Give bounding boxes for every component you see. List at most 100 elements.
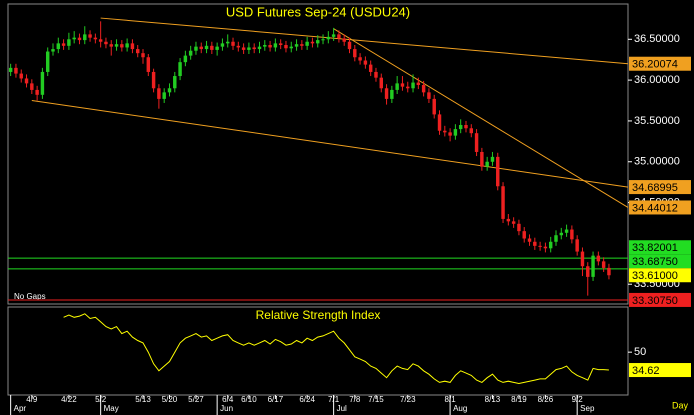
candle-body <box>194 46 198 51</box>
price-tag-box <box>629 240 691 255</box>
candle-body <box>368 64 373 72</box>
trendline <box>31 100 629 188</box>
x-tick-label: 7/15 <box>368 395 384 404</box>
x-tick-label: 6/4 <box>222 395 234 404</box>
candle-body <box>501 186 505 219</box>
price-tag: 34.68995 <box>632 182 678 194</box>
note: No Gaps <box>14 292 46 301</box>
candle-body <box>30 83 34 90</box>
x-tick-label: 8/13 <box>485 395 501 404</box>
candle-body <box>374 71 378 78</box>
candle-body <box>146 57 151 72</box>
candle-body <box>543 246 548 249</box>
x-tick-label: 4/22 <box>61 395 77 404</box>
candle-body <box>226 41 230 44</box>
candle-body <box>104 41 108 45</box>
candle-body <box>294 44 299 47</box>
candle-body <box>538 245 542 247</box>
candle-body <box>395 83 399 90</box>
candle-body <box>601 261 606 268</box>
candle-body <box>199 46 203 50</box>
candle-body <box>278 43 283 46</box>
candle-body <box>379 77 383 89</box>
candle-body <box>135 49 140 54</box>
x-tick-label: 8/26 <box>538 395 554 404</box>
y-tick-label: 36.00000 <box>634 74 680 86</box>
month-label: Jul <box>337 404 347 413</box>
candle-body <box>300 44 304 46</box>
trendline <box>100 17 629 65</box>
candle-body <box>67 39 71 46</box>
x-tick-label: 8/19 <box>511 395 527 404</box>
candle-body <box>130 43 135 50</box>
candle-body <box>51 49 55 52</box>
month-label: Aug <box>453 404 467 413</box>
candle-body <box>416 82 421 86</box>
candle-body <box>204 45 209 50</box>
rsi-title: Relative Strength Index <box>256 308 381 322</box>
candle-body <box>157 88 161 99</box>
candle-body <box>490 156 495 162</box>
candle-body <box>506 218 511 222</box>
rsi-panel <box>7 306 629 396</box>
candle-body <box>575 239 579 252</box>
candle-body <box>8 67 13 72</box>
candle-body <box>496 156 500 187</box>
candle-body <box>167 88 172 93</box>
candle-body <box>35 89 39 95</box>
candle-body <box>559 232 564 236</box>
candle-body <box>432 98 436 115</box>
candle-body <box>427 92 431 99</box>
candle-body <box>125 43 129 48</box>
candle-body <box>268 45 272 48</box>
candle-body <box>464 125 468 129</box>
rsi-tick-label: 50 <box>634 346 646 358</box>
candle-body <box>289 46 293 49</box>
chart-title: USD Futures Sep-24 (USDU24) <box>226 4 410 19</box>
candle-body <box>448 132 452 136</box>
candle-body <box>390 89 394 99</box>
candle-body <box>596 255 601 262</box>
price-tag-box <box>629 56 691 71</box>
candle-body <box>326 36 331 40</box>
candle-body <box>247 47 251 50</box>
candle-body <box>93 37 98 40</box>
y-tick-label: 36.50000 <box>634 33 680 45</box>
candle-body <box>305 41 309 46</box>
month-label: Jun <box>220 404 233 413</box>
price-tag: 33.30750 <box>632 295 678 307</box>
price-panel <box>7 3 629 305</box>
candle-body <box>220 43 225 47</box>
candle-body <box>353 49 357 58</box>
candle-body <box>14 67 18 74</box>
candle-body <box>580 251 585 267</box>
candle-body <box>527 238 532 242</box>
rsi-line <box>63 313 609 385</box>
candle-body <box>458 125 463 130</box>
candle-body <box>316 40 320 44</box>
candle-body <box>231 41 235 46</box>
month-label: Sep <box>580 404 595 413</box>
price-tag-box <box>629 254 691 269</box>
price-tag-box <box>629 292 691 307</box>
candle-body <box>437 114 442 131</box>
candle-body <box>284 45 288 49</box>
candle-body <box>384 88 389 99</box>
rsi-tag: 34.62 <box>632 365 660 377</box>
price-tag: 36.20074 <box>632 59 678 71</box>
candle-body <box>400 83 405 87</box>
x-tick-label: 6/24 <box>299 395 315 404</box>
candle-body <box>347 41 352 50</box>
candle-body <box>83 34 87 41</box>
candle-body <box>517 223 521 232</box>
x-tick-label: 6/17 <box>268 395 284 404</box>
x-tick-label: 4/9 <box>26 395 38 404</box>
candle-body <box>236 45 241 48</box>
candle-body <box>321 39 325 41</box>
candle-body <box>480 151 484 167</box>
candle-body <box>19 73 23 79</box>
candle-body <box>162 92 166 99</box>
candle-body <box>443 130 447 133</box>
